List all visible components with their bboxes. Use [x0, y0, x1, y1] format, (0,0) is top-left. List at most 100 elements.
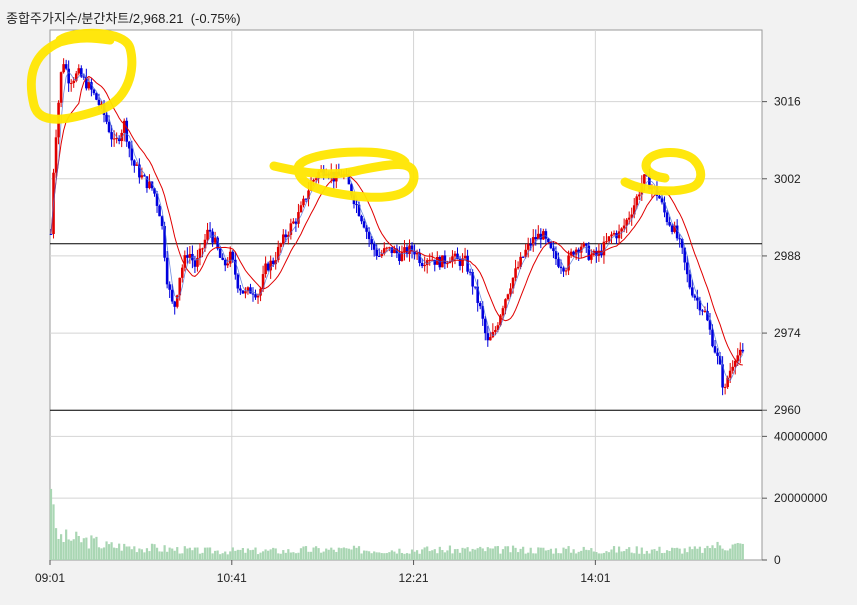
volume-bar — [726, 550, 729, 560]
volume-bar — [408, 553, 411, 560]
candle-body — [180, 267, 184, 278]
volume-bar — [229, 551, 232, 560]
candle-body — [670, 225, 674, 232]
candle-body — [410, 245, 414, 252]
volume-bar — [317, 548, 320, 560]
volume-bar — [516, 552, 520, 560]
candle-body — [261, 274, 265, 289]
volume-bar — [729, 548, 732, 560]
volume-bar — [567, 546, 570, 560]
candle-body — [163, 226, 166, 258]
volume-bar — [357, 546, 361, 560]
volume-bar — [673, 548, 676, 560]
volume-bar — [216, 550, 219, 560]
volume-bar — [85, 537, 88, 560]
volume-bar — [564, 548, 568, 560]
volume-bar — [178, 553, 181, 560]
candle-body — [127, 141, 131, 149]
volume-bar — [650, 549, 654, 560]
volume-bar — [640, 547, 643, 560]
volume-bar — [203, 547, 207, 560]
volume-bar — [595, 551, 598, 560]
candle-body — [544, 231, 548, 239]
volume-bar — [171, 548, 174, 560]
candle-body — [314, 178, 318, 180]
candle-body — [82, 76, 86, 78]
candle-body — [279, 243, 283, 247]
volume-bar — [721, 548, 724, 560]
candle-body — [701, 310, 704, 312]
volume-bar — [256, 554, 260, 560]
volume-group — [49, 488, 744, 560]
candle-body — [213, 237, 217, 243]
volume-bar — [496, 546, 499, 560]
volume-tick-label: 20000000 — [774, 491, 828, 505]
candle-body — [632, 205, 636, 215]
candle-body — [711, 329, 714, 347]
candle-body — [675, 225, 679, 239]
candle-body — [562, 268, 565, 272]
candle-body — [423, 265, 426, 267]
volume-bar — [145, 548, 149, 560]
candle-body — [716, 352, 719, 356]
candle-body — [526, 243, 530, 250]
highlight-mark — [26, 28, 137, 124]
volume-bar — [320, 552, 323, 560]
volume-bar — [456, 548, 459, 560]
volume-bar — [82, 538, 85, 560]
candle-body — [529, 243, 533, 246]
candle-body — [221, 257, 224, 260]
volume-bar — [403, 553, 406, 560]
candle-body — [574, 249, 578, 255]
candle-body — [362, 221, 366, 228]
volume-bar — [436, 553, 439, 560]
volume-bar — [494, 546, 497, 560]
candle-body — [155, 193, 159, 206]
volume-bar — [385, 553, 388, 560]
candle-body — [72, 80, 76, 84]
volume-bar — [426, 546, 429, 560]
candle-body — [547, 238, 550, 243]
candle-body — [552, 248, 555, 252]
volume-bar — [663, 552, 666, 560]
candle-body — [521, 256, 525, 258]
candle-body — [112, 138, 116, 140]
volume-bar — [390, 550, 393, 560]
volume-bar — [277, 553, 280, 560]
candle-body — [297, 212, 300, 224]
candle-body — [269, 260, 272, 271]
volume-bar — [130, 549, 133, 560]
volume-bar — [378, 552, 381, 560]
candle-body — [721, 364, 724, 388]
volume-bar — [347, 548, 351, 560]
volume-bar — [630, 552, 633, 560]
volume-bar — [469, 551, 472, 560]
volume-bar — [683, 548, 686, 560]
volume-bar — [501, 549, 505, 560]
volume-bar — [113, 547, 116, 560]
index-change: (-0.75%) — [190, 11, 241, 26]
plot-area — [49, 29, 763, 561]
volume-bar — [395, 553, 399, 560]
candle-body — [95, 93, 98, 100]
volume-bar — [59, 534, 63, 560]
volume-bar — [125, 546, 128, 560]
volume-bar — [92, 538, 96, 560]
volume-bar — [461, 547, 464, 560]
candle-body — [696, 297, 699, 301]
volume-bar — [645, 550, 648, 560]
volume-bar — [739, 543, 742, 560]
candle-body — [564, 270, 568, 272]
candle-body — [685, 262, 689, 275]
volume-bar — [734, 543, 737, 560]
volume-bar — [615, 552, 618, 560]
volume-bar — [713, 548, 717, 560]
volume-bar — [193, 547, 197, 560]
volume-bar — [201, 552, 204, 560]
volume-bar — [653, 549, 656, 560]
volume-bar — [671, 547, 674, 560]
candle-body — [372, 243, 376, 250]
candle-body — [625, 219, 628, 226]
volume-bar — [466, 547, 469, 560]
candle-body — [665, 212, 669, 223]
